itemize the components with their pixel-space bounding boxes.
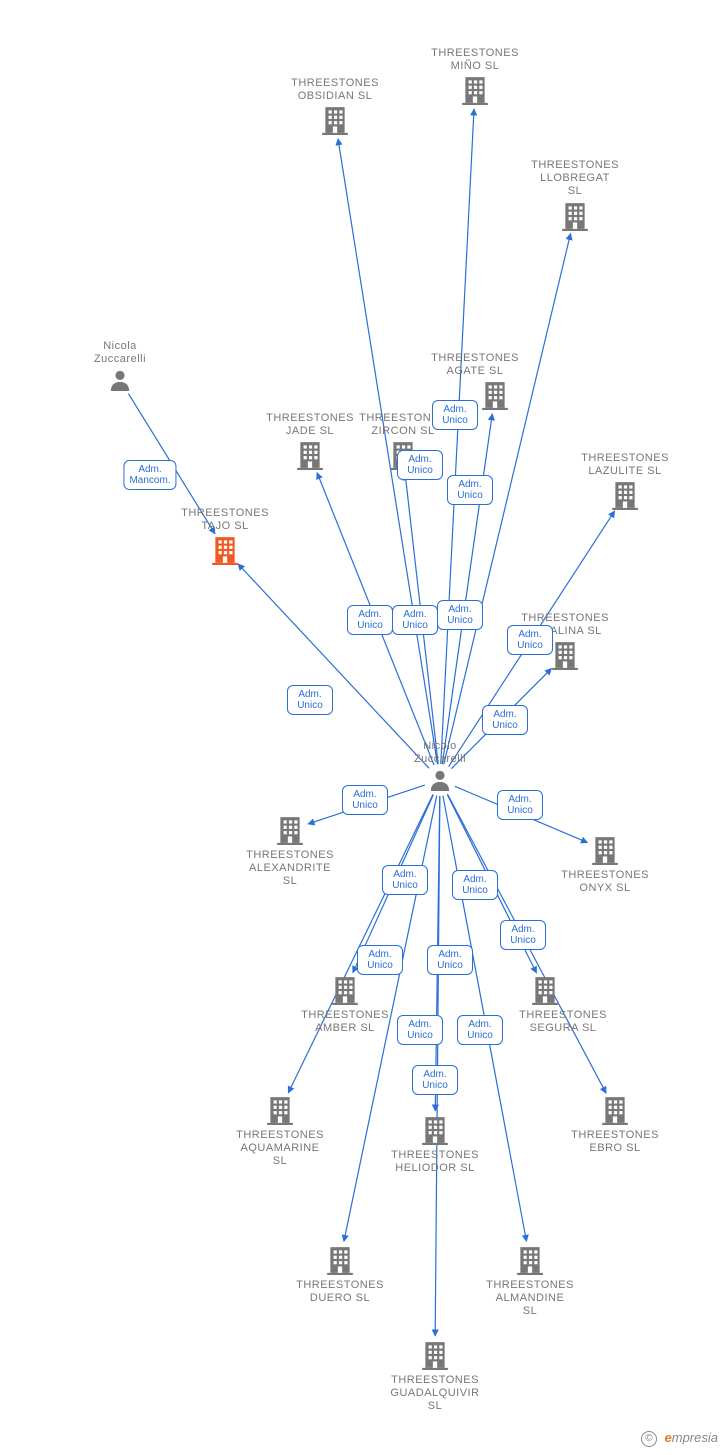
- node-label: THREESTONESSEGURA SL: [503, 1009, 623, 1035]
- node-label: THREESTONESALMANDINESL: [470, 1279, 590, 1319]
- node-label: THREESTONESGUADALQUIVIRSL: [375, 1374, 495, 1414]
- node-guadalquivir[interactable]: THREESTONESGUADALQUIVIRSL: [375, 1340, 495, 1416]
- node-obsidian[interactable]: THREESTONESOBSIDIAN SL: [275, 77, 395, 135]
- edge-label: Adm. Mancom.: [123, 460, 176, 490]
- edge-label: Adm. Unico: [452, 870, 498, 900]
- edge-label: Adm. Unico: [437, 600, 483, 630]
- node-amber[interactable]: THREESTONESAMBER SL: [285, 975, 405, 1037]
- node-label: THREESTONESLLOBREGATSL: [515, 159, 635, 199]
- footer-credit: © empresia: [641, 1430, 718, 1447]
- edge-label: Adm. Unico: [382, 865, 428, 895]
- node-label: THREESTONESTAJO SL: [165, 507, 285, 533]
- edge-label: Adm. Unico: [507, 625, 553, 655]
- edge-label: Adm. Unico: [342, 785, 388, 815]
- node-label: THREESTONESDUERO SL: [280, 1279, 400, 1305]
- node-label: NicoloZuccarelli: [380, 740, 500, 766]
- edge-label: Adm. Unico: [457, 1015, 503, 1045]
- node-duero[interactable]: THREESTONESDUERO SL: [280, 1245, 400, 1307]
- node-label: THREESTONESALEXANDRITESL: [230, 849, 350, 889]
- node-onyx[interactable]: THREESTONESONYX SL: [545, 835, 665, 897]
- edge-label: Adm. Unico: [447, 475, 493, 505]
- node-llobregat[interactable]: THREESTONESLLOBREGATSL: [515, 159, 635, 231]
- edge-label: Adm. Unico: [497, 790, 543, 820]
- node-label: THREESTONESHELIODOR SL: [375, 1149, 495, 1175]
- node-aquamarine[interactable]: THREESTONESAQUAMARINESL: [220, 1095, 340, 1171]
- copyright-icon: ©: [641, 1431, 657, 1447]
- node-nicolo[interactable]: NicoloZuccarelli: [380, 740, 500, 792]
- edge-label: Adm. Unico: [357, 945, 403, 975]
- brand-rest: mpresia: [672, 1430, 718, 1445]
- edge-label: Adm. Unico: [287, 685, 333, 715]
- node-label: THREESTONESAQUAMARINESL: [220, 1129, 340, 1169]
- node-label: THREESTONESAGATE SL: [415, 352, 535, 378]
- node-ebro[interactable]: THREESTONESEBRO SL: [555, 1095, 675, 1157]
- node-alexandrite[interactable]: THREESTONESALEXANDRITESL: [230, 815, 350, 891]
- edge-label: Adm. Unico: [347, 605, 393, 635]
- node-label: THREESTONESONYX SL: [545, 869, 665, 895]
- node-label: THREESTONESAMBER SL: [285, 1009, 405, 1035]
- edge-label: Adm. Unico: [392, 605, 438, 635]
- node-label: THREESTONESMIÑO SL: [415, 47, 535, 73]
- node-label: THREESTONESOBSIDIAN SL: [275, 77, 395, 103]
- brand-e: e: [665, 1430, 672, 1445]
- node-label: THREESTONESEBRO SL: [555, 1129, 675, 1155]
- edge-label: Adm. Unico: [397, 1015, 443, 1045]
- node-heliodor[interactable]: THREESTONESHELIODOR SL: [375, 1115, 495, 1177]
- edge-nicolo-tajo: [238, 564, 429, 768]
- edge-label: Adm. Unico: [482, 705, 528, 735]
- edge-label: Adm. Unico: [412, 1065, 458, 1095]
- edge-label: Adm. Unico: [432, 400, 478, 430]
- node-mino[interactable]: THREESTONESMIÑO SL: [415, 47, 535, 105]
- edge-label: Adm. Unico: [397, 450, 443, 480]
- edge-label: Adm. Unico: [427, 945, 473, 975]
- node-tajo[interactable]: THREESTONESTAJO SL: [165, 507, 285, 565]
- node-label: NicolaZuccarelli: [60, 340, 180, 366]
- node-segura[interactable]: THREESTONESSEGURA SL: [485, 975, 605, 1037]
- node-almandine[interactable]: THREESTONESALMANDINESL: [470, 1245, 590, 1321]
- node-lazulite[interactable]: THREESTONESLAZULITE SL: [565, 452, 685, 510]
- node-label: THREESTONESLAZULITE SL: [565, 452, 685, 478]
- edge-label: Adm. Unico: [500, 920, 546, 950]
- node-nicola[interactable]: NicolaZuccarelli: [60, 340, 180, 392]
